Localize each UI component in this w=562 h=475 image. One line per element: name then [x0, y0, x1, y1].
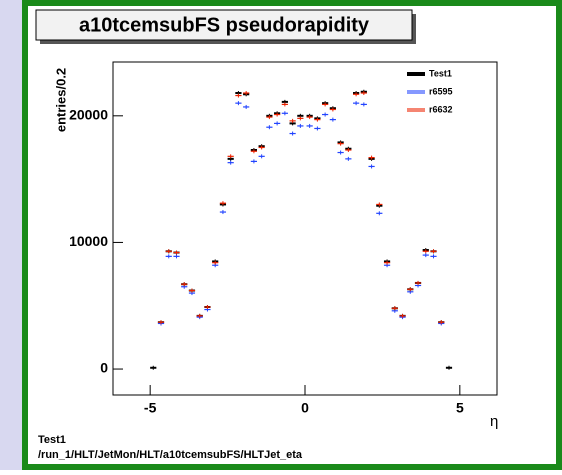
data-point	[345, 156, 352, 161]
x-axis-label: η	[490, 413, 498, 430]
data-point	[219, 210, 227, 215]
data-point	[360, 102, 367, 107]
side-strip	[0, 0, 22, 470]
data-point	[157, 320, 165, 325]
data-point	[399, 313, 406, 318]
data-point	[353, 101, 360, 106]
data-point	[297, 116, 304, 121]
data-point	[204, 305, 211, 310]
data-point	[430, 254, 437, 259]
data-point	[383, 260, 391, 265]
data-point	[306, 123, 313, 128]
x-tick-label: -5	[144, 400, 157, 416]
data-point	[322, 112, 329, 117]
data-point	[414, 280, 422, 285]
frame	[22, 0, 562, 470]
data-point	[243, 91, 250, 96]
data-point	[289, 118, 296, 123]
data-point	[430, 249, 437, 254]
data-point	[314, 126, 321, 131]
data-point	[289, 131, 296, 136]
data-point	[376, 211, 383, 216]
x-tick-label: 5	[456, 400, 464, 416]
chart-title: a10tcemsubFS pseudorapidity	[79, 14, 370, 36]
data-point	[235, 93, 242, 98]
legend-label: r6632	[429, 104, 453, 114]
data-point	[173, 254, 180, 259]
data-point	[329, 107, 336, 112]
data-point	[345, 147, 352, 152]
data-point	[329, 117, 336, 122]
data-point	[281, 111, 288, 116]
data-point	[438, 320, 445, 325]
data-point	[445, 365, 453, 370]
data-point	[360, 91, 367, 96]
data-point	[165, 249, 172, 254]
data-point	[235, 101, 242, 106]
data-point	[391, 306, 398, 311]
data-point	[368, 155, 375, 160]
data-point	[181, 282, 188, 287]
data-point	[368, 164, 375, 169]
data-point	[258, 145, 265, 150]
data-point	[314, 117, 321, 122]
data-point	[266, 115, 273, 120]
data-point	[165, 254, 172, 259]
data-point	[196, 313, 203, 318]
data-point	[243, 104, 250, 109]
data-point	[258, 154, 265, 159]
data-point	[219, 201, 227, 206]
y-tick-label: 0	[100, 360, 108, 376]
data-point	[297, 123, 304, 128]
data-point	[173, 250, 180, 255]
data-point	[227, 160, 234, 165]
data-point	[266, 125, 273, 130]
data-point	[376, 202, 383, 207]
data-point	[337, 141, 344, 146]
legend-label: Test1	[429, 68, 452, 78]
data-point	[337, 150, 344, 155]
data-point	[274, 112, 281, 117]
data-point	[422, 249, 429, 254]
data-point	[306, 115, 313, 120]
legend-label: r6595	[429, 86, 453, 96]
footer-line: /run_1/HLT/JetMon/HLT/a10tcemsubFS/HLTJe…	[38, 449, 303, 461]
y-tick-label: 20000	[69, 107, 108, 123]
data-point	[150, 365, 157, 370]
data-point	[322, 102, 329, 107]
data-point	[281, 102, 288, 107]
data-point	[188, 288, 196, 293]
data-point	[212, 260, 219, 265]
x-tick-label: 0	[301, 400, 309, 416]
data-point	[250, 159, 257, 164]
title-box	[35, 9, 413, 41]
data-point	[227, 154, 234, 159]
data-point	[250, 149, 257, 154]
y-axis-label: entries/0.2	[53, 68, 68, 132]
data-point	[407, 287, 414, 292]
footer-line: Test1	[38, 434, 66, 446]
data-point	[353, 92, 360, 97]
y-tick-label: 10000	[69, 233, 108, 249]
data-point	[422, 253, 429, 258]
data-point	[274, 121, 281, 126]
